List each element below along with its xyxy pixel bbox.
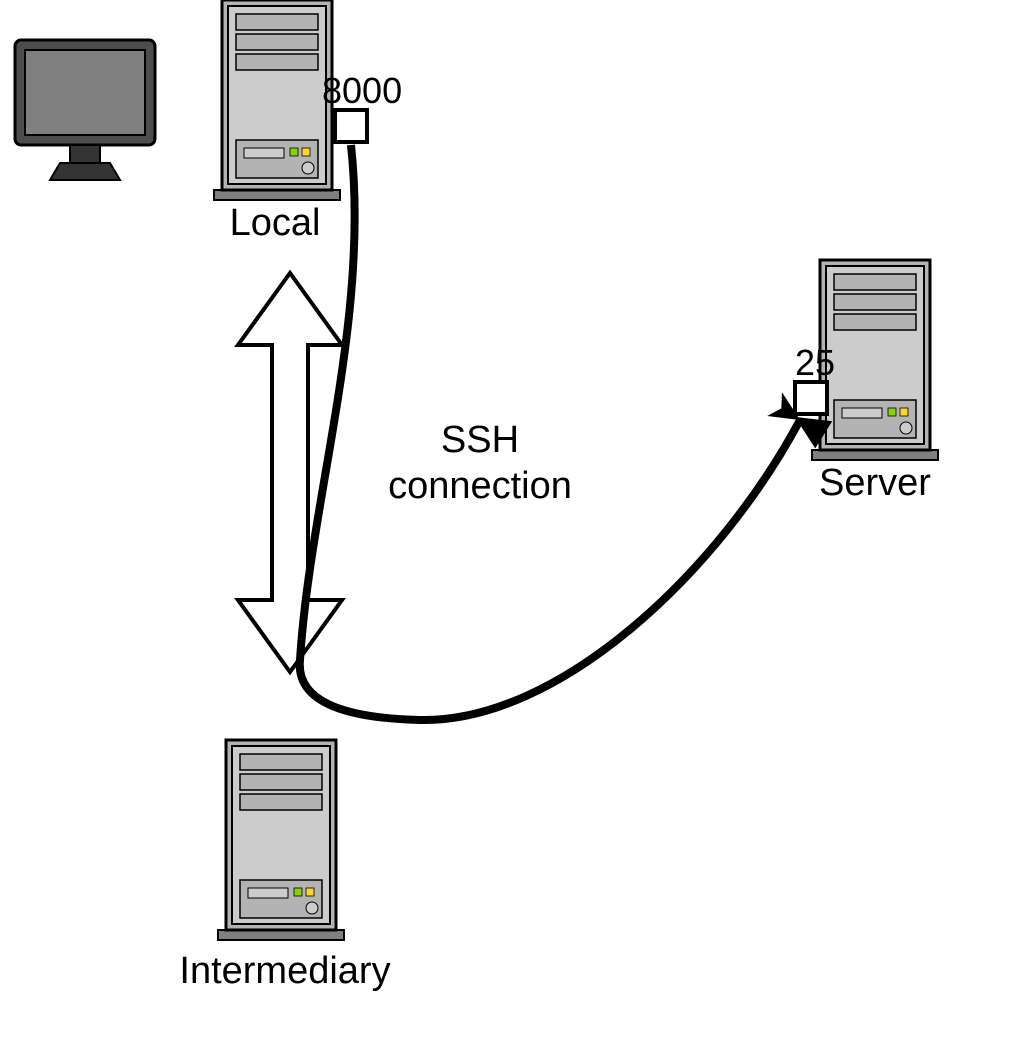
ssh-connection-label: SSH connection — [370, 418, 590, 509]
intermediary-label: Intermediary — [155, 950, 415, 993]
monitor-icon — [15, 40, 155, 180]
server-port-box — [795, 382, 827, 414]
local-label: Local — [225, 202, 325, 245]
server-port-label: 25 — [795, 342, 835, 384]
ssh-double-arrow-icon — [238, 273, 342, 672]
diagram-canvas — [0, 0, 1024, 1038]
ssh-line2: connection — [388, 465, 572, 507]
local-port-box — [335, 110, 367, 142]
ssh-line1: SSH — [441, 419, 519, 461]
intermediary-tower-icon — [218, 740, 344, 940]
server-label: Server — [810, 462, 940, 505]
local-port-label: 8000 — [322, 70, 402, 112]
